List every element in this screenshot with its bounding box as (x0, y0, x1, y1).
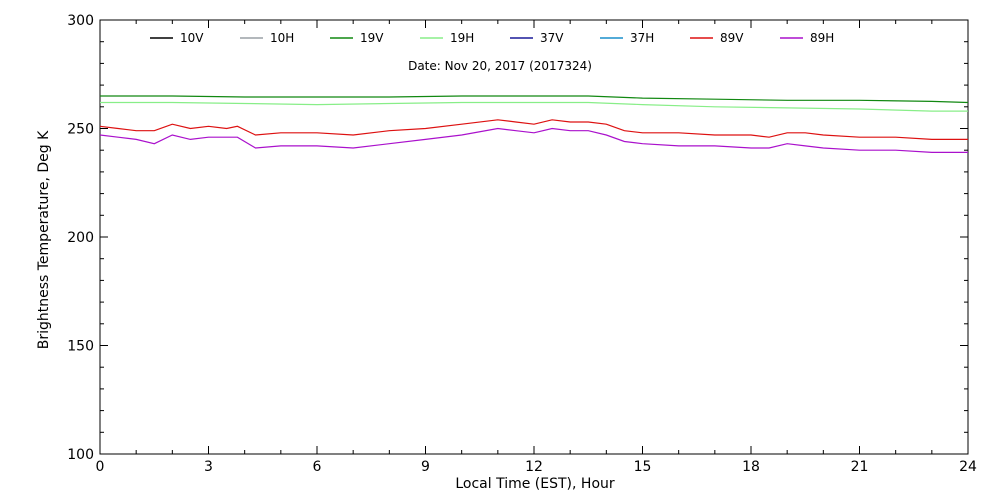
x-tick-label: 0 (96, 459, 105, 475)
legend-label-89v: 89V (720, 31, 744, 45)
plot-area (99, 19, 969, 455)
x-tick-label: 9 (421, 459, 430, 475)
y-tick-label: 150 (67, 339, 94, 355)
series-line-19h (100, 101, 968, 112)
axis-ticks (99, 19, 969, 455)
x-tick-label: 18 (742, 459, 760, 475)
y-tick-label: 250 (67, 122, 94, 138)
series-line-19v (100, 95, 969, 104)
legend-label-19h: 19H (450, 31, 474, 45)
x-tick-label: 21 (851, 459, 869, 475)
y-tick-label: 300 (67, 13, 94, 29)
axis-tick-labels: 0 3 6 9 12 15 18 21 24 100 150 200 250 300 (67, 13, 977, 475)
date-annotation: Date: Nov 20, 2017 (2017324) (408, 59, 592, 73)
y-tick-label: 100 (67, 447, 94, 463)
legend-label-89h: 89H (810, 31, 834, 45)
x-tick-label: 3 (204, 459, 213, 475)
series-lines (99, 95, 969, 153)
legend-label-37h: 37H (630, 31, 654, 45)
legend-label-37v: 37V (540, 31, 564, 45)
x-axis-title: Local Time (EST), Hour (455, 476, 615, 492)
series-line-89h (99, 127, 968, 153)
x-tick-label: 12 (525, 459, 543, 475)
legend-label-19v: 19V (360, 31, 384, 45)
y-tick-label: 200 (67, 230, 94, 246)
x-tick-label: 15 (634, 459, 652, 475)
x-tick-label: 24 (959, 459, 977, 475)
legend: 10V 10H 19V 19H 37V 37H 89V 89H (150, 31, 834, 45)
legend-label-10h: 10H (270, 31, 294, 45)
series-line-89v (99, 119, 968, 140)
legend-label-10v: 10V (180, 31, 204, 45)
x-tick-label: 6 (313, 459, 322, 475)
y-axis-title: Brightness Temperature, Deg K (36, 130, 52, 349)
